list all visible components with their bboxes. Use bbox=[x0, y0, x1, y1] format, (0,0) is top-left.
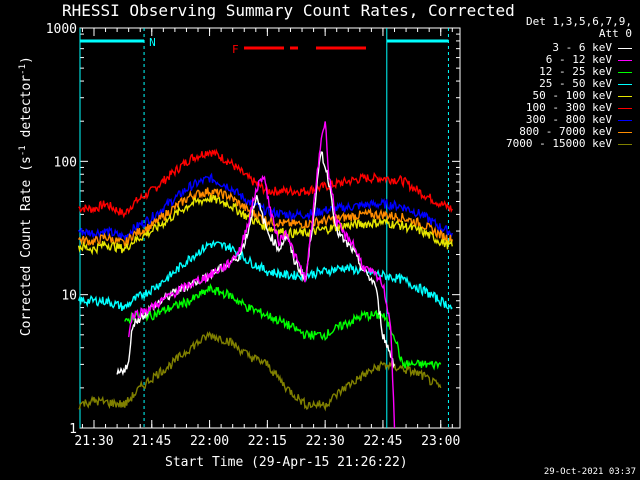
legend-header-detectors: Det 1,3,5,6,7,9, bbox=[526, 15, 632, 28]
legend-label: 6 - 12 keV bbox=[545, 53, 612, 66]
x-tick-label: 22:30 bbox=[306, 434, 345, 449]
x-axis-ticks: 21:30 21:45 22:00 22:15 22:30 22:45 23:00 bbox=[74, 28, 460, 449]
series-line-6-12-kev bbox=[128, 121, 396, 429]
legend-entry: 12 - 25 keV bbox=[472, 66, 632, 78]
legend-header-attenuator: Att 0 bbox=[598, 27, 632, 40]
series-line-25-50-kev bbox=[77, 239, 453, 312]
legend-entry: 3 - 6 keV bbox=[472, 42, 632, 54]
legend-label: 3 - 6 keV bbox=[552, 41, 612, 54]
series-lines bbox=[77, 121, 453, 429]
x-tick-label: 21:30 bbox=[74, 434, 113, 449]
series-line-800-7000-kev bbox=[77, 187, 453, 247]
y-tick-label: 1 bbox=[69, 422, 77, 437]
y-tick-label: 10 bbox=[61, 289, 77, 304]
series-line-7000-15000-kev bbox=[78, 331, 442, 412]
x-tick-label: 22:15 bbox=[248, 434, 287, 449]
legend-entry: 25 - 50 keV bbox=[472, 78, 632, 90]
legend-label: 50 - 100 keV bbox=[532, 89, 612, 102]
legend-label: 7000 - 15000 keV bbox=[506, 137, 612, 150]
legend-label: 12 - 25 keV bbox=[539, 65, 612, 78]
night-shading bbox=[79, 28, 449, 428]
series-line-12-25-kev bbox=[124, 283, 442, 371]
chart-title: RHESSI Observing Summary Count Rates, Co… bbox=[62, 1, 515, 20]
x-tick-label: 22:45 bbox=[363, 434, 402, 449]
legend-label: 25 - 50 keV bbox=[539, 77, 612, 90]
legend-swatch bbox=[618, 108, 632, 109]
series-line-100-300-kev bbox=[78, 148, 453, 219]
legend-swatch bbox=[618, 120, 632, 121]
legend-swatch bbox=[618, 132, 632, 133]
x-axis-label: Start Time (29-Apr-15 21:26:22) bbox=[165, 455, 408, 470]
legend-entry: 800 - 7000 keV bbox=[472, 126, 632, 138]
legend-entry: 50 - 100 keV bbox=[472, 90, 632, 102]
night-marker-label: N bbox=[149, 36, 156, 49]
legend-label: 100 - 300 keV bbox=[525, 101, 612, 114]
annotation-markers: NF bbox=[149, 36, 366, 56]
flare-marker-label: F bbox=[232, 43, 239, 56]
legend-entry: 6 - 12 keV bbox=[472, 54, 632, 66]
y-axis-label: Corrected Count Rate (s-1 detector-1) bbox=[17, 56, 35, 337]
legend-swatch bbox=[618, 144, 632, 145]
y-axis-ticks: 1 10 100 1000 bbox=[46, 22, 460, 437]
legend-entry: 7000 - 15000 keV bbox=[472, 138, 632, 150]
legend-entry: 300 - 800 keV bbox=[472, 114, 632, 126]
y-tick-label: 100 bbox=[54, 155, 77, 170]
legend-entry: 100 - 300 keV bbox=[472, 102, 632, 114]
x-tick-label: 21:45 bbox=[132, 434, 171, 449]
legend-label: 300 - 800 keV bbox=[525, 113, 612, 126]
y-tick-label: 1000 bbox=[46, 22, 77, 37]
legend-swatch bbox=[618, 72, 632, 73]
legend-label: 800 - 7000 keV bbox=[519, 125, 612, 138]
legend-swatch bbox=[618, 84, 632, 85]
legend-swatch bbox=[618, 60, 632, 61]
x-tick-label: 23:00 bbox=[421, 434, 460, 449]
legend-swatch bbox=[618, 48, 632, 49]
generation-timestamp: 29-Oct-2021 03:37 bbox=[543, 467, 636, 477]
series-line-300-800-kev bbox=[77, 172, 453, 241]
legend-swatch bbox=[618, 96, 632, 97]
x-tick-label: 22:00 bbox=[190, 434, 229, 449]
